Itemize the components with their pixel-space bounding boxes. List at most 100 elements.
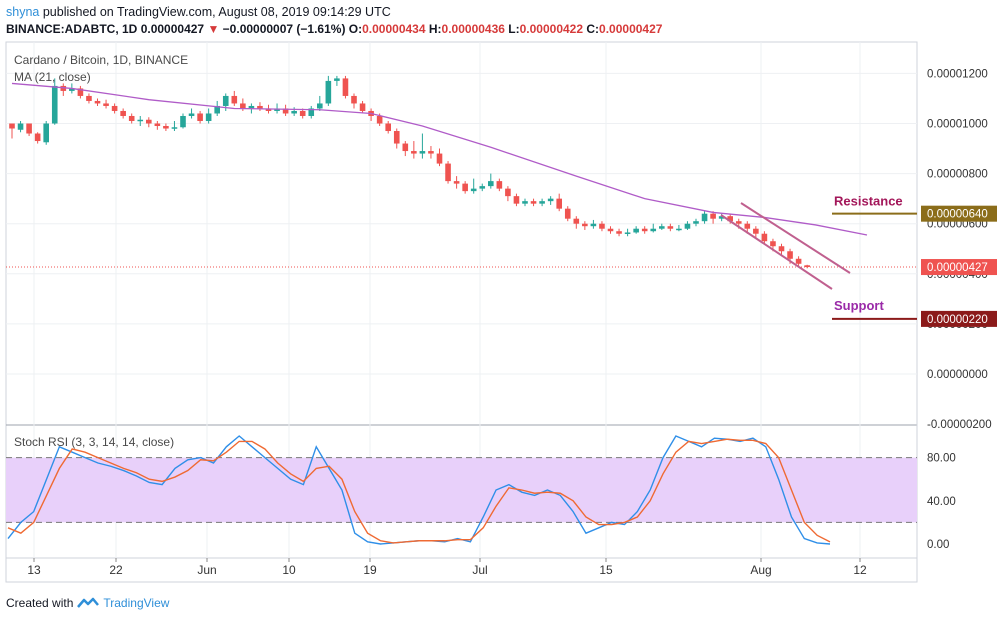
candle-body <box>265 108 272 111</box>
candle-body <box>411 151 417 154</box>
candle-body <box>547 198 554 202</box>
candle-body <box>163 126 169 129</box>
candle-body <box>205 113 212 121</box>
candle-body <box>359 103 366 111</box>
candle-body <box>453 181 460 184</box>
candle-body <box>787 251 793 259</box>
candle-body <box>693 221 699 224</box>
candle-body <box>556 198 562 209</box>
high-label: H: <box>428 22 442 36</box>
ohlc-bar: BINANCE:ADABTC, 1D 0.00000427 ▼ −0.00000… <box>6 22 662 36</box>
candle-body <box>69 88 75 91</box>
y-tick-label: 0.00000600 <box>927 219 988 231</box>
candle-body <box>214 105 220 114</box>
price-change: −0.00000007 (−1.61%) <box>222 22 346 36</box>
tradingview-brand[interactable]: TradingView <box>103 596 170 610</box>
candle-body <box>744 223 751 229</box>
x-tick-label: Jun <box>197 563 216 577</box>
candle-body <box>573 218 580 224</box>
x-tick-label: Jul <box>472 563 487 577</box>
candle-body <box>43 123 49 143</box>
candle-body <box>590 223 597 227</box>
candle-body <box>701 213 708 222</box>
candle-body <box>197 113 203 121</box>
low-label: L: <box>508 22 520 36</box>
rsi-d-line <box>7 438 831 544</box>
candle-body <box>351 95 357 104</box>
candle-body <box>436 153 443 164</box>
y-tick-label: -0.00000200 <box>927 419 992 431</box>
last-price: 0.00000427 <box>140 22 205 36</box>
candle-body <box>77 88 84 96</box>
candle-body <box>325 80 332 104</box>
publish-info: published on TradingView.com, August 08,… <box>39 5 391 19</box>
candle-body <box>599 223 605 229</box>
support-label: Support <box>834 298 884 313</box>
publisher-name[interactable]: shyna <box>6 5 40 19</box>
candle-body <box>86 95 92 101</box>
candle-body <box>240 103 246 109</box>
candle-body <box>282 108 289 114</box>
resistance-label: Resistance <box>834 194 903 209</box>
candle-body <box>26 123 32 134</box>
candle-body <box>9 123 15 129</box>
candle-body <box>513 196 520 204</box>
candle-body <box>462 183 468 192</box>
candle-body <box>222 95 229 106</box>
y-tick-label: 0.00001000 <box>927 119 988 131</box>
y-tick-label: 0.00000000 <box>927 369 988 381</box>
candle-body <box>676 228 682 231</box>
open-value: 0.00000434 <box>362 22 426 36</box>
low-value: 0.00000422 <box>519 22 584 36</box>
candle-body <box>804 265 810 268</box>
candle-body <box>684 223 691 229</box>
candle-body <box>770 241 776 247</box>
candle-body <box>428 151 434 154</box>
candle-body <box>188 113 195 116</box>
candle-body <box>564 208 571 219</box>
resistance-price-tag: 0.00000640 <box>927 209 988 221</box>
x-tick-label: 12 <box>853 563 867 577</box>
rsi-legend[interactable]: Stoch RSI (3, 3, 14, 14, close) <box>14 435 175 449</box>
candle-body <box>727 216 733 222</box>
rsi-band-fill <box>6 457 917 523</box>
candle-body <box>641 228 648 232</box>
symbol-label: BINANCE:ADABTC, 1D <box>6 22 138 36</box>
open-label: O: <box>348 22 363 36</box>
candle-body <box>291 110 297 114</box>
candle-body <box>51 85 58 124</box>
x-tick-label: 19 <box>363 563 377 577</box>
candle-body <box>231 95 238 104</box>
support-price-tag: 0.00000220 <box>927 314 988 326</box>
candle-body <box>393 131 400 144</box>
candle-body <box>505 188 511 197</box>
candle-body <box>659 226 665 229</box>
candle-body <box>17 123 24 130</box>
x-tick-label: 15 <box>599 563 613 577</box>
publish-header: shyna published on TradingView.com, Augu… <box>6 4 391 20</box>
x-tick-label: Aug <box>750 563 771 577</box>
candle-body <box>496 181 503 189</box>
resistance-price-tag-bg <box>921 205 997 222</box>
candle-body <box>385 123 391 132</box>
candle-body <box>248 105 255 109</box>
ma-legend[interactable]: MA (21, close) <box>14 70 91 84</box>
rsi-tick-label: 0.00 <box>927 539 949 551</box>
rsi-tick-label: 40.00 <box>927 496 956 508</box>
candle-body <box>180 115 186 128</box>
pair-legend[interactable]: Cardano / Bitcoin, 1D, BINANCE <box>14 53 189 67</box>
x-tick-label: 10 <box>282 563 296 577</box>
candle-body <box>761 233 768 242</box>
close-value: 0.00000427 <box>599 22 663 36</box>
candle-body <box>154 123 161 127</box>
candle-body <box>582 223 588 227</box>
candle-body <box>257 105 263 109</box>
candle-body <box>795 258 802 264</box>
candle-body <box>103 103 109 106</box>
candle-body <box>607 228 614 232</box>
candle-body <box>539 201 545 204</box>
created-with-label: Created with <box>6 596 74 610</box>
high-value: 0.00000436 <box>441 22 505 36</box>
candle-body <box>479 186 486 189</box>
